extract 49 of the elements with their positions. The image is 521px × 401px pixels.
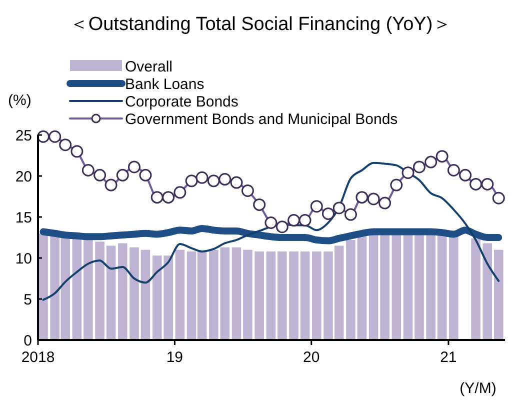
bar <box>118 243 128 340</box>
bar <box>357 236 367 340</box>
bar <box>254 251 264 340</box>
legend-label: Overall <box>125 58 173 76</box>
line-series <box>42 162 500 301</box>
bar <box>95 242 104 340</box>
bar <box>346 240 356 340</box>
bar <box>414 233 424 340</box>
bar <box>152 256 162 340</box>
y-tick-label: 10 <box>15 250 32 268</box>
x-tick-label: 21 <box>440 349 457 366</box>
y-axis-title: (%) <box>8 92 32 109</box>
legend-label: Corporate Bonds <box>125 93 238 110</box>
y-tick-label: 5 <box>24 291 32 308</box>
bar <box>130 247 139 340</box>
bar <box>72 238 82 340</box>
bar <box>243 250 252 340</box>
x-tick-label: 20 <box>303 349 320 366</box>
bar <box>312 251 322 340</box>
x-axis-title: (Y/M) <box>460 380 496 397</box>
x-tick-label: 19 <box>166 349 184 366</box>
x-tick-label: 2018 <box>21 349 55 366</box>
bar <box>494 250 504 340</box>
point <box>402 166 414 179</box>
bar <box>426 233 436 340</box>
bar <box>175 250 185 340</box>
legend-label: Bank Loans <box>125 76 204 93</box>
bar <box>278 251 287 340</box>
bar <box>232 247 242 340</box>
bar <box>482 243 492 340</box>
bar <box>300 251 310 340</box>
bar <box>38 233 48 340</box>
y-tick-label: 20 <box>15 168 32 186</box>
bar <box>392 233 402 340</box>
bar <box>266 251 276 340</box>
y-tick-label: 0 <box>24 332 32 350</box>
bar <box>471 238 480 340</box>
y-tick-label: 25 <box>15 127 32 144</box>
bar <box>289 251 298 340</box>
bar <box>368 233 378 340</box>
chart-title: ＜Outstanding Total Social Financing (YoY)＞ <box>69 14 452 35</box>
bar <box>164 256 173 340</box>
bar <box>84 240 93 340</box>
bar <box>140 250 150 340</box>
bar <box>106 246 116 340</box>
bar <box>380 233 390 340</box>
y-tick-label: 15 <box>15 209 32 226</box>
bar <box>403 233 413 340</box>
legend-label: Government Bonds and Municipal Bonds <box>125 110 398 128</box>
